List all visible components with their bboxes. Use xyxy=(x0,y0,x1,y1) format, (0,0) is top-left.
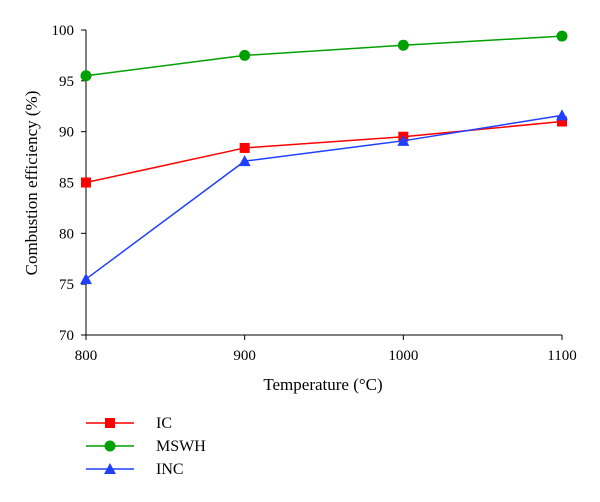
axes xyxy=(85,30,562,336)
data-point-ic xyxy=(557,116,567,127)
legend-item-ic: IC xyxy=(86,415,172,432)
legend-marker xyxy=(105,418,115,428)
x-ticks: 800 900 1000 1100 xyxy=(75,335,577,364)
legend-marker xyxy=(104,440,116,452)
legend-label: IC xyxy=(156,415,172,432)
legend-item-inc: INC xyxy=(86,461,184,478)
data-point-mswh xyxy=(556,30,568,42)
legend-label: INC xyxy=(156,461,184,478)
data-point-mswh xyxy=(397,39,409,51)
y-tick-label: 75 xyxy=(59,277,74,293)
x-tick-label: 800 xyxy=(75,348,98,364)
data-point-mswh xyxy=(239,49,251,61)
y-tick-label: 70 xyxy=(59,328,74,344)
y-tick-label: 95 xyxy=(59,74,74,90)
legend-label: MSWH xyxy=(156,438,206,455)
y-tick-label: 80 xyxy=(59,226,74,242)
data-point-mswh xyxy=(80,70,92,82)
x-tick-label: 1100 xyxy=(547,348,576,364)
y-tick-label: 90 xyxy=(59,125,74,141)
legend: IC MSWH INC xyxy=(86,415,206,478)
y-axis-title: Combustion efficiency (%) xyxy=(22,91,41,276)
series-layer xyxy=(80,30,568,285)
data-point-inc xyxy=(238,155,251,167)
x-tick-label: 1000 xyxy=(388,348,418,364)
series-line-inc xyxy=(85,114,563,280)
data-point-inc xyxy=(397,134,410,146)
series-line-ic xyxy=(85,120,563,184)
legend-item-mswh: MSWH xyxy=(86,438,206,455)
data-point-ic xyxy=(239,142,250,153)
series-ic xyxy=(81,116,567,188)
data-point-ic xyxy=(81,177,91,188)
data-point-inc xyxy=(556,109,568,121)
series-line-mswh xyxy=(85,35,563,77)
y-tick-label: 100 xyxy=(52,23,75,39)
y-ticks: 70 75 80 85 90 95 100 xyxy=(52,23,86,344)
y-tick-label: 85 xyxy=(59,176,74,192)
series-mswh xyxy=(80,30,568,82)
series-inc xyxy=(80,109,568,285)
legend-marker xyxy=(104,463,116,474)
x-tick-label: 900 xyxy=(233,348,256,364)
x-axis-title: Temperature (°C) xyxy=(263,375,382,394)
data-point-inc xyxy=(80,273,92,285)
